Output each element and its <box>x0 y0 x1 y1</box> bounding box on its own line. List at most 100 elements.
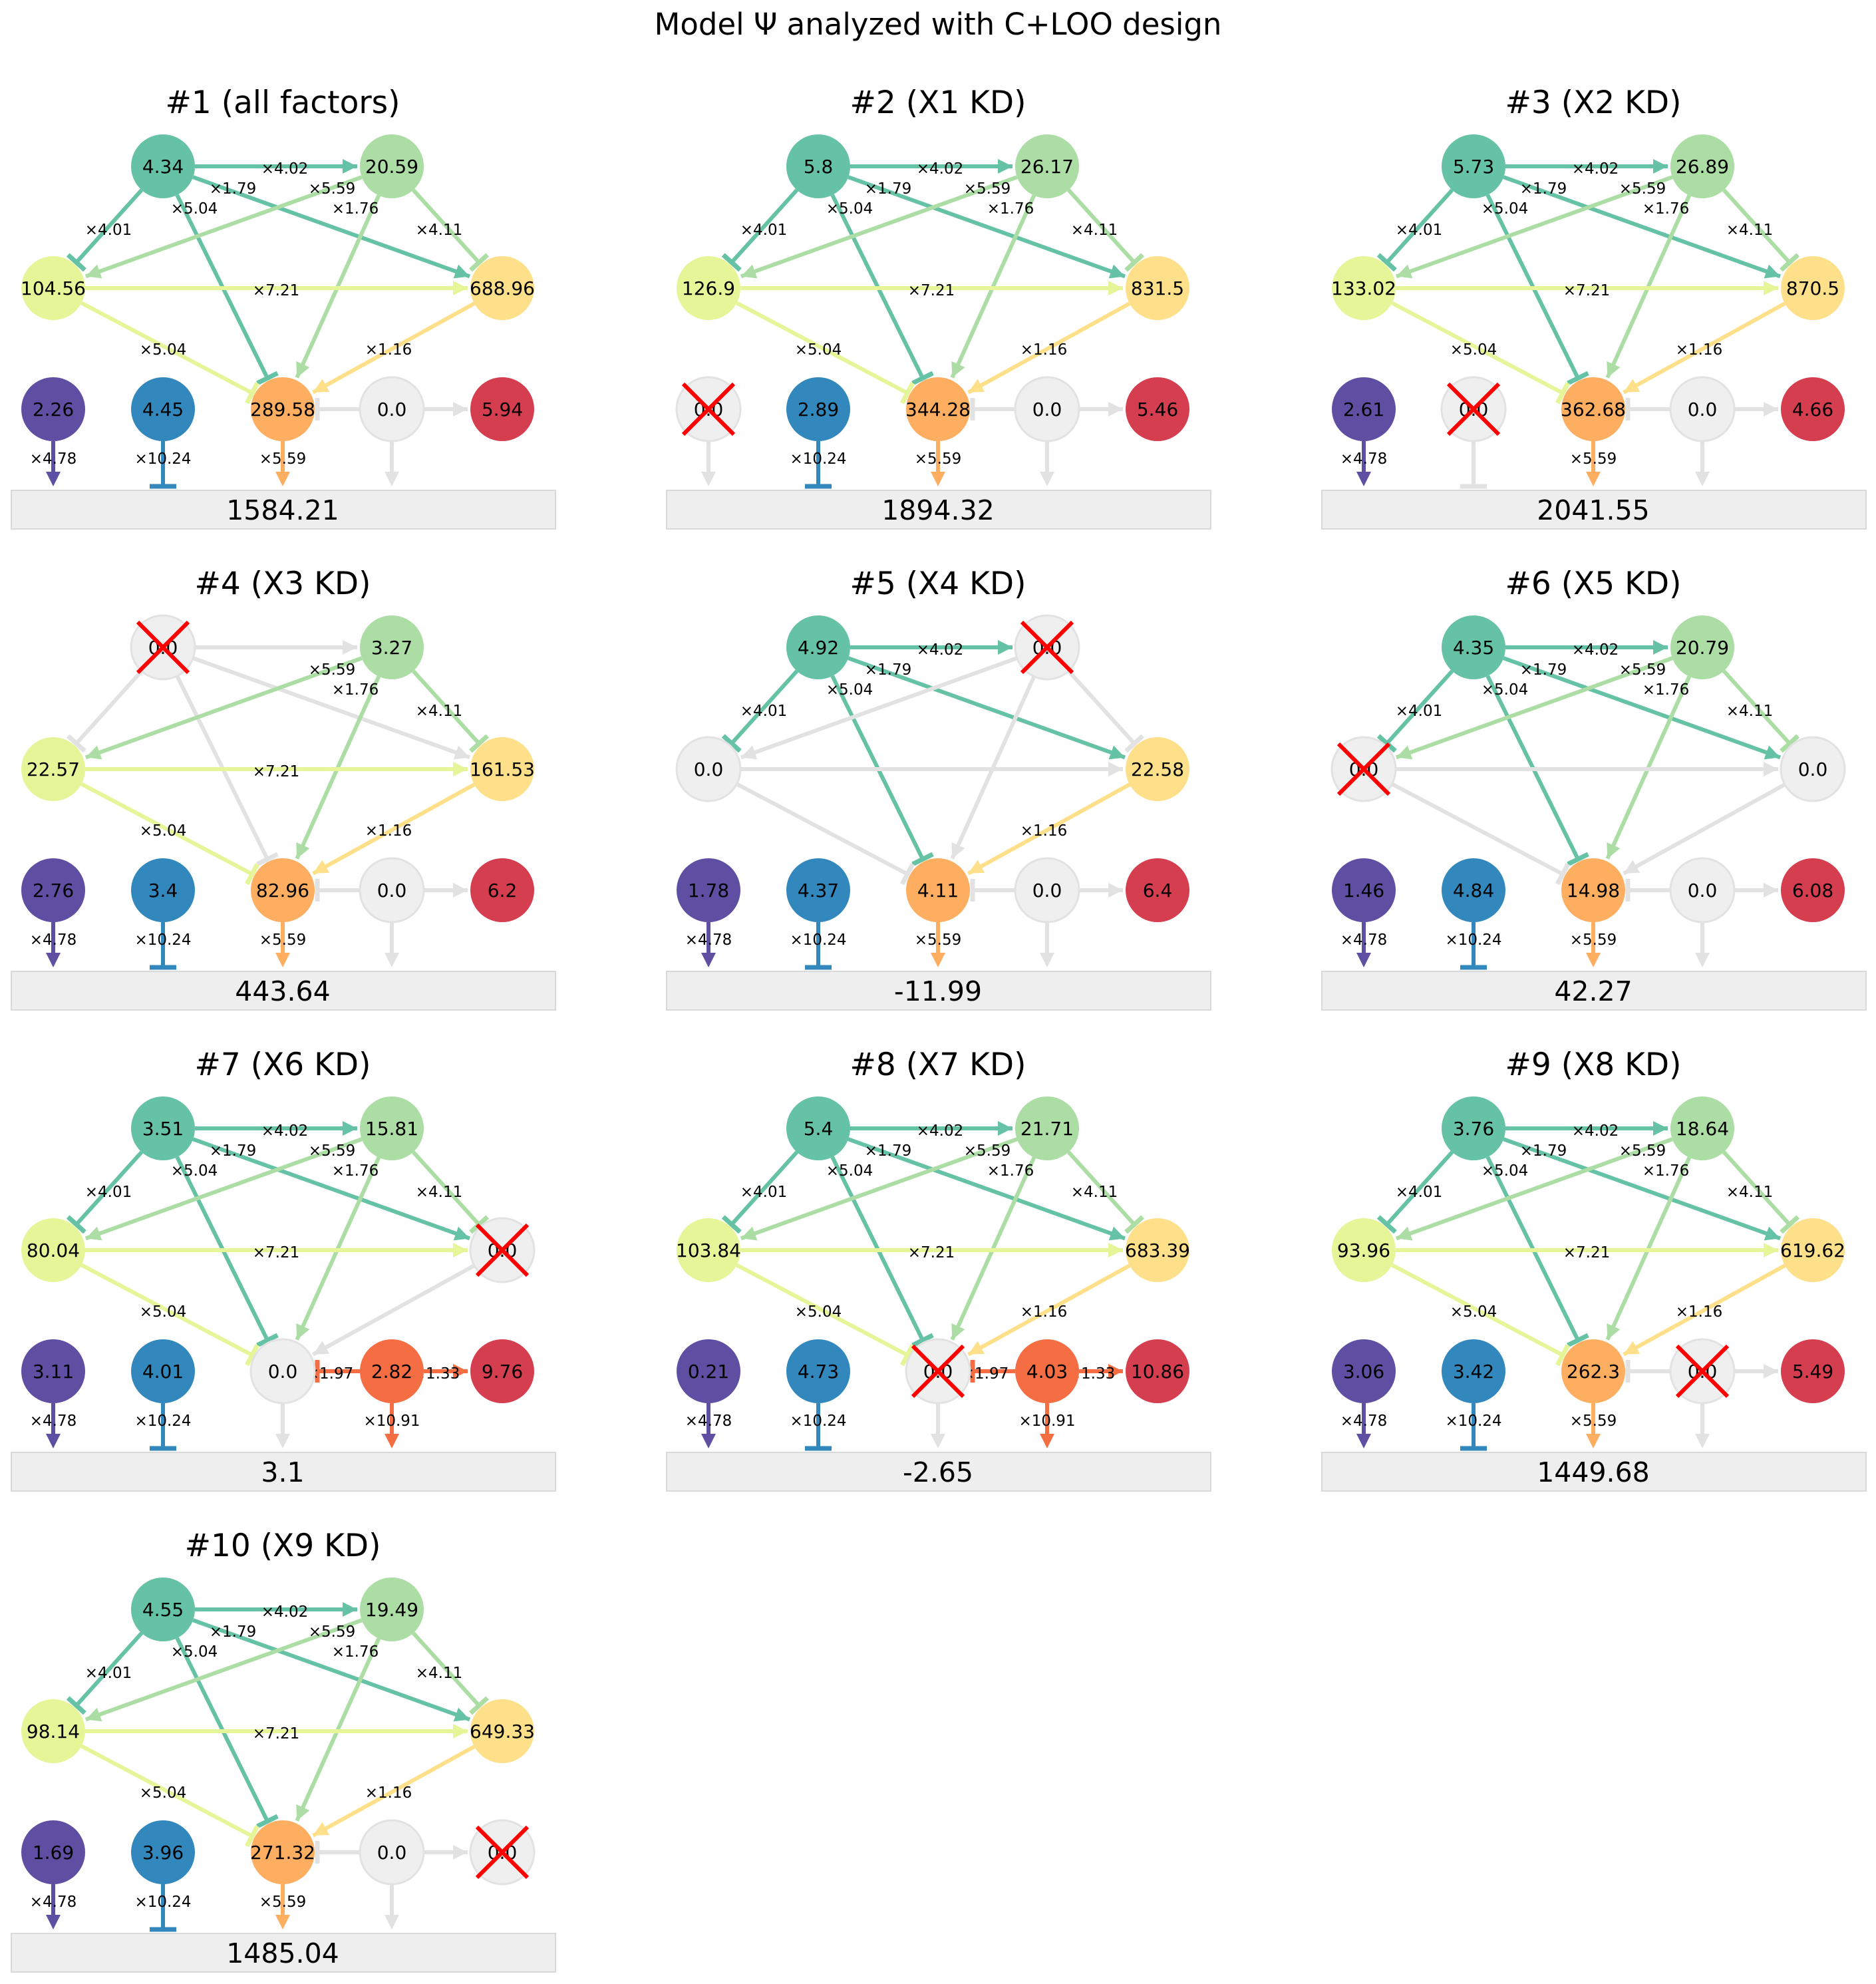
arrowhead <box>296 1323 310 1340</box>
inhibition-bar <box>244 382 260 405</box>
edge-line <box>1067 669 1136 745</box>
arrowhead <box>968 1341 985 1355</box>
arrowhead <box>453 1243 468 1257</box>
edge-label: ×5.04 <box>1450 341 1497 359</box>
edge-line <box>412 669 481 745</box>
node <box>1014 857 1080 923</box>
arrowhead <box>1764 1226 1781 1241</box>
edge-label: ×10.24 <box>134 450 191 468</box>
arrowhead <box>85 264 102 279</box>
panel-title: #7 (X6 KD) <box>195 1047 371 1083</box>
knockout-x-icon <box>136 620 190 675</box>
node <box>251 858 315 922</box>
edge-line <box>1503 656 1782 760</box>
edge-label: ×5.04 <box>1482 681 1528 699</box>
node-value: 2.61 <box>1343 399 1384 420</box>
edge-label: ×1.76 <box>332 1643 379 1661</box>
node <box>251 1820 315 1884</box>
edge-line <box>1623 782 1786 876</box>
node <box>1126 1339 1189 1403</box>
arrowhead <box>1623 379 1641 393</box>
edge-label: ×1.76 <box>1642 200 1689 218</box>
arrowhead <box>1108 883 1123 898</box>
edge-label: ×1.16 <box>1020 822 1067 840</box>
edge-label: ×4.01 <box>740 222 787 239</box>
node-value: 93.96 <box>1337 1240 1390 1261</box>
edge-line <box>312 782 476 876</box>
arrowhead <box>453 1364 468 1379</box>
arrowhead <box>343 640 357 655</box>
edge-line <box>84 175 363 279</box>
edge-line <box>1395 1137 1673 1241</box>
edge-label: ×4.11 <box>416 222 462 239</box>
node-value: 4.35 <box>1453 637 1494 659</box>
edge-label: ×5.04 <box>140 1784 186 1802</box>
edge-label: ×4.11 <box>1071 222 1118 239</box>
inhibition-bar <box>721 1215 742 1234</box>
arrowhead <box>740 745 758 760</box>
knockout-x-icon <box>1446 382 1501 436</box>
edge-label: ×1.16 <box>1676 341 1722 359</box>
edge-label: ×1.76 <box>332 681 379 699</box>
inhibition-bar <box>1567 371 1589 386</box>
node-value: 19.49 <box>365 1599 418 1621</box>
node-value: 5.73 <box>1453 156 1494 178</box>
arrowhead <box>740 264 758 279</box>
arrowhead <box>385 472 399 486</box>
edge-line <box>1395 656 1673 760</box>
panel-title: #10 (X9 KD) <box>185 1528 381 1564</box>
node <box>1781 858 1845 922</box>
arrowhead <box>46 1434 61 1448</box>
knockout-x-icon <box>681 382 736 436</box>
edge-label: ×4.78 <box>1340 1412 1387 1430</box>
node <box>470 858 534 922</box>
node-value: 5.46 <box>1137 399 1178 420</box>
edge-label: ×1.76 <box>1642 1162 1689 1180</box>
node <box>677 1339 740 1403</box>
output-bar <box>11 490 556 530</box>
arrowhead <box>931 1434 945 1448</box>
edge-label: ×5.59 <box>259 450 306 468</box>
inhibition-bar <box>899 1344 915 1367</box>
node <box>1781 377 1845 441</box>
inhibition-bar <box>1567 1333 1589 1348</box>
edge-label: ×1.16 <box>365 1784 412 1802</box>
edge-line <box>1385 669 1454 745</box>
inhibition-bar <box>256 852 279 867</box>
arrowhead <box>343 1121 357 1136</box>
arrowhead <box>1764 264 1781 279</box>
edge-line <box>1385 1150 1454 1226</box>
arrowhead <box>740 1226 758 1241</box>
arrowhead <box>1586 1434 1601 1448</box>
node <box>1561 377 1625 441</box>
arrowhead <box>951 1323 965 1340</box>
knockout-x-icon <box>475 1825 530 1880</box>
knockout-x-icon <box>1336 742 1391 796</box>
inhibition-bar <box>469 734 490 753</box>
output-value: 1584.21 <box>226 494 339 526</box>
edge-label: ×1.16 <box>365 341 412 359</box>
panel-title: #4 (X3 KD) <box>195 566 371 602</box>
edge-label: ×5.04 <box>1450 1303 1497 1321</box>
panel: #4 (X3 KD) 443.64 ×5.59 ×4.11 ×1.76 ×7.21 ×5.0… <box>11 566 556 1011</box>
node <box>1561 858 1625 922</box>
edge-label: ×4.78 <box>1340 450 1387 468</box>
edge-label: ×5.04 <box>171 1643 218 1661</box>
node-value: 3.51 <box>142 1118 184 1140</box>
node-value: 1.46 <box>1343 880 1384 902</box>
output-bar <box>11 971 556 1011</box>
panel: #6 (X5 KD) 42.27 ×4.02 ×4.01 ×1.79 ×5.04 ×5.59… <box>1321 566 1867 1011</box>
output-bar <box>1321 971 1867 1011</box>
node-value: 3.96 <box>142 1842 184 1864</box>
output-bar <box>1321 1452 1867 1492</box>
node <box>360 1096 424 1160</box>
node <box>677 858 740 922</box>
node <box>1781 1218 1845 1282</box>
edge-label: ×4.01 <box>1396 1184 1442 1201</box>
edge-label: ×1.79 <box>865 661 911 679</box>
arrowhead <box>453 1226 470 1241</box>
node-value: 4.66 <box>1792 399 1833 420</box>
arrowhead <box>1040 1434 1054 1448</box>
node <box>21 737 85 801</box>
